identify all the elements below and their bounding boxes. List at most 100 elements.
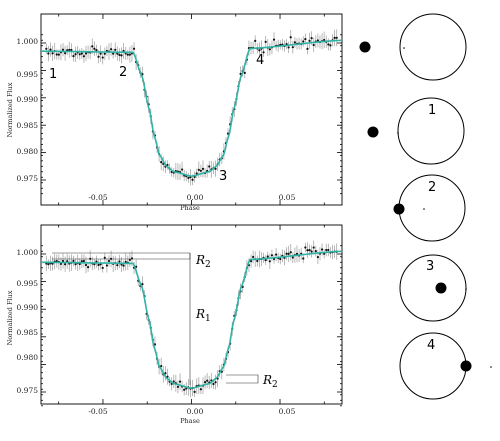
top-ytick-0980: 0.980 [17,147,39,156]
data-point [256,259,259,263]
data-point [201,167,205,170]
bottom-xlabel: Phase [180,417,200,425]
data-point [308,39,311,42]
data-point [329,44,332,47]
data-point [293,41,297,44]
data-point [109,48,113,51]
data-point [122,264,125,267]
planet-disk [359,41,371,53]
data-point [310,36,313,40]
data-point [120,54,123,57]
data-point [47,263,50,266]
star-center-dot [423,208,425,210]
data-point [310,250,313,253]
star-center-dot [397,132,399,134]
data-point [82,259,86,263]
data-point [59,262,63,266]
data-point [335,36,338,39]
data-point [291,256,294,259]
data-point [325,248,328,252]
data-point [304,37,307,41]
data-point [289,36,292,39]
data-point [264,259,267,262]
data-point [80,52,83,55]
star-center-dot [465,288,467,290]
r1-sub: 1 [205,314,211,324]
data-point [80,260,83,263]
data-point [199,169,203,172]
data-point [272,38,276,41]
data-point [327,43,330,46]
data-point [287,46,290,49]
data-point [82,55,86,58]
top-ytick-0990: 0.990 [17,95,39,104]
data-point [214,167,217,170]
data-point [78,53,81,56]
data-point [302,40,305,43]
planet-disk [460,360,472,372]
bottom-light-curve-panel: 1.000 0.995 0.990 0.985 0.980 0.975 -0.0… [6,224,343,425]
contact-label-1: 1 [49,67,57,82]
transit-stage-0 [359,13,467,81]
data-point [258,49,261,52]
bottom-xtick-000: 0.00 [187,407,204,416]
top-ticks [41,14,342,205]
data-point [97,263,100,267]
data-point [70,48,73,52]
data-point [193,390,196,393]
data-point [86,266,90,269]
data-point [51,52,54,55]
data-point [279,257,282,261]
data-point [287,252,290,255]
r2-lower-letter: R [262,373,272,387]
data-point [268,260,271,263]
bottom-ytick-0975: 0.975 [17,386,39,395]
data-point [333,36,336,39]
data-point [187,176,190,180]
transit-stage-4: 4 [399,332,492,400]
bottom-data-points [45,240,338,398]
data-point [118,260,121,263]
top-ytick-0975: 0.975 [17,174,39,183]
data-point [114,48,117,51]
r2-lower-label: R2 [262,373,278,390]
data-point [312,43,315,47]
data-point [214,381,217,384]
data-point [116,52,119,55]
top-ylabel: Normalized Flux [6,82,14,137]
star-center-dot [403,47,405,49]
stage-label-4: 4 [427,338,435,353]
top-ytick-0995: 0.995 [17,70,39,79]
data-point [199,388,203,391]
top-xtick-005: 0.05 [279,193,296,202]
r1-letter: R [195,307,205,321]
data-point [97,55,100,58]
bottom-ytick-0995: 0.995 [17,279,39,288]
bottom-ytick-0990: 0.990 [17,303,39,312]
r2-upper-sub: 2 [205,260,211,270]
data-point [128,53,131,56]
top-xtick-neg005: -0.05 [88,193,107,202]
planet-disk [367,126,379,138]
data-point [203,381,207,384]
stage-label-3: 3 [426,259,434,274]
star-center-dot [490,366,492,368]
data-point [47,52,50,55]
data-point [61,259,65,263]
data-point [57,53,60,56]
data-point [306,249,309,252]
data-point [107,259,111,263]
r2-bottom-bracket [226,374,259,384]
r2-top-bracket [52,252,191,260]
data-point [289,251,292,254]
data-point [126,53,129,56]
bottom-model-curve [41,250,343,389]
planet-disk [435,282,447,294]
transit-stage-2: 2 [393,174,466,242]
data-point [323,38,326,42]
planet-disk [393,203,405,215]
data-point [266,255,269,258]
data-point [252,255,255,259]
star-disk [399,13,467,81]
data-point [141,283,144,286]
